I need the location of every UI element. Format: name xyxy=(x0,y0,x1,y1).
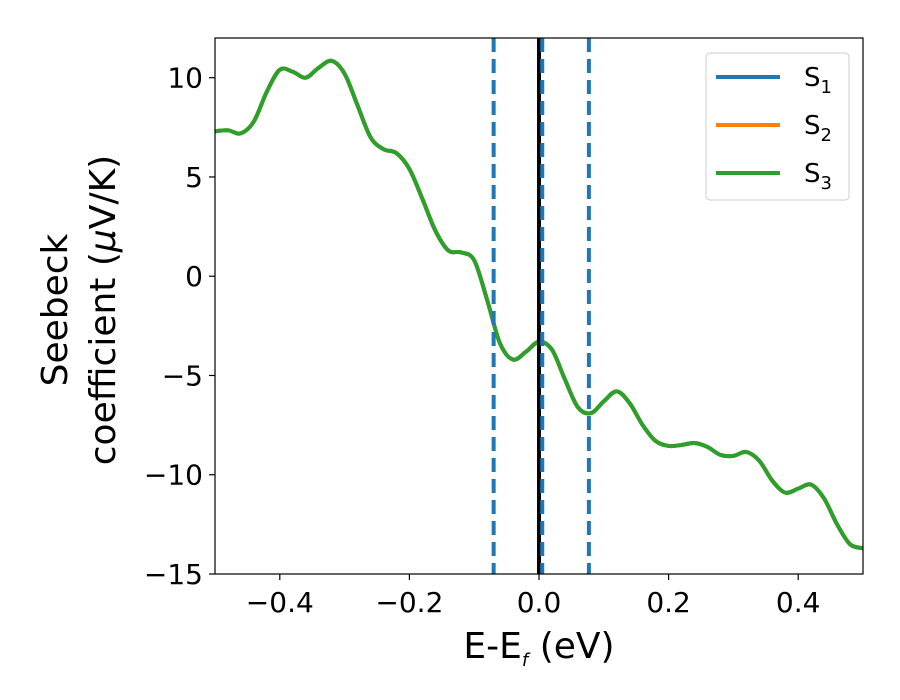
y-axis-label-line2: coefficient (μV/K) xyxy=(83,155,124,465)
x-axis: −0.4 −0.2 0.0 0.2 0.4 xyxy=(246,574,821,619)
x-tick-label: 0.0 xyxy=(517,586,562,619)
legend-label-s3: S3 xyxy=(804,159,832,194)
x-axis-label: E-Ef (eV) xyxy=(463,626,614,671)
x-tick-label: −0.2 xyxy=(375,586,443,619)
y-tick-label: 10 xyxy=(167,62,203,95)
y-axis-label: Seebeck coefficient (μV/K) xyxy=(35,155,124,465)
x-tick-label: −0.4 xyxy=(246,586,314,619)
x-tick-label: 0.4 xyxy=(776,586,821,619)
y-axis: −15 −10 −5 0 5 10 xyxy=(144,62,215,591)
legend-label-s1: S1 xyxy=(804,63,832,98)
y-tick-label: 5 xyxy=(185,161,203,194)
y-tick-label: −15 xyxy=(144,558,203,591)
legend-label-s2: S2 xyxy=(804,111,832,146)
y-tick-label: −10 xyxy=(144,459,203,492)
x-tick-label: 0.2 xyxy=(646,586,691,619)
y-tick-label: 0 xyxy=(185,260,203,293)
y-axis-label-line1: Seebeck xyxy=(35,233,76,386)
plot-area xyxy=(215,38,863,574)
y-tick-label: −5 xyxy=(162,359,203,392)
legend: S1 S2 S3 xyxy=(705,52,850,201)
